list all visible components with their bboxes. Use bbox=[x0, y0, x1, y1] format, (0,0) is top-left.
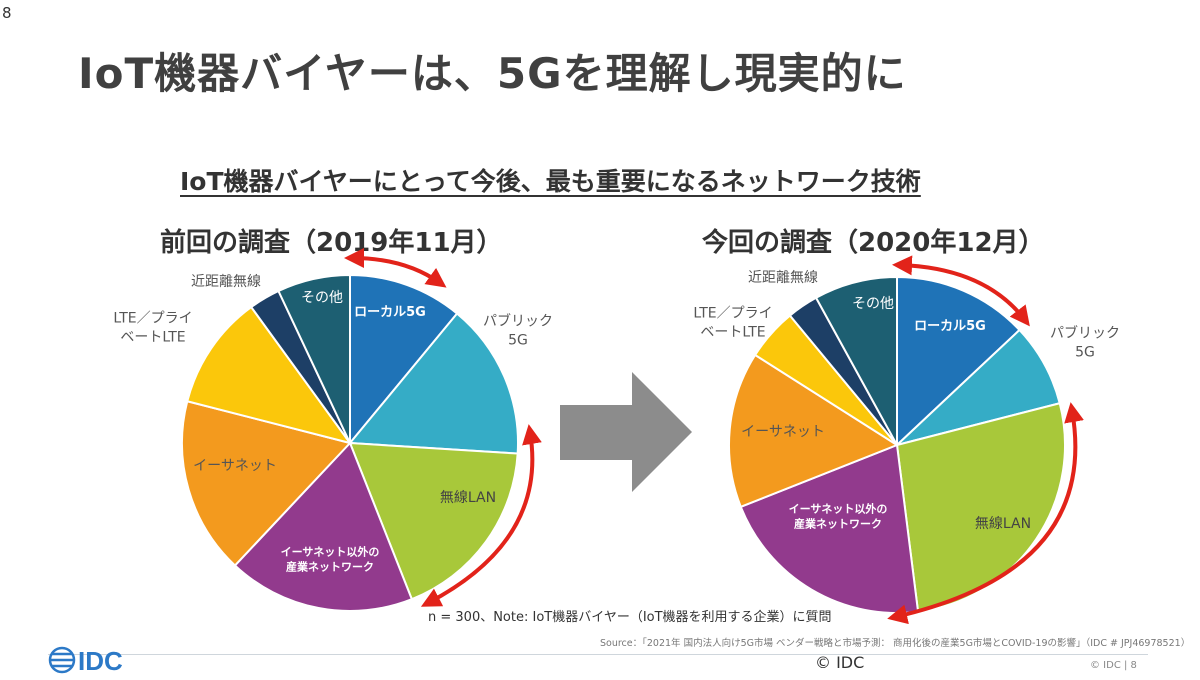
pie-slice-industrial bbox=[233, 441, 414, 612]
slice-label-industrial: イーサネット以外の産業ネットワーク bbox=[789, 502, 888, 531]
slice-label-public5g: パブリック 5G bbox=[483, 313, 553, 349]
copyright: © IDC bbox=[815, 653, 865, 672]
slice-label-wireless_lan: 無線LAN bbox=[975, 516, 1031, 532]
source-text: Source：「2021年 国内法人向け5G市場 ベンダー戦略と市場予測： 商用… bbox=[600, 638, 1191, 649]
slice-label-wireless_lan: 無線LAN bbox=[440, 490, 496, 506]
slice-label-lte: LTE／プライベートLTE bbox=[693, 306, 772, 341]
slice-label-ethernet: イーサネット bbox=[741, 424, 825, 440]
red-arrow-5g-previous bbox=[344, 248, 447, 288]
slice-label-ethernet: イーサネット bbox=[193, 458, 277, 474]
slice-label-other: その他 bbox=[852, 296, 894, 312]
sample-note: n = 300、Note: IoT機器バイヤー（IoT機器を利用する企業）に質問 bbox=[428, 610, 832, 625]
footer-divider bbox=[48, 654, 1148, 655]
slice-label-local5g: ローカル5G bbox=[914, 319, 986, 334]
pie-chart-previous: ローカル5G パブリック 5G 無線LAN イーサネット以外の産業ネットワーク イーサネッ… bbox=[113, 273, 553, 612]
pie-slice-ethernet bbox=[181, 400, 352, 567]
red-arrow-lan-previous bbox=[420, 424, 542, 607]
survey-right-title: 今回の調査（2020年12月） bbox=[702, 228, 1045, 258]
red-arrow-lan-current bbox=[887, 402, 1084, 625]
slice-label-near_field: 近距離無線 bbox=[748, 269, 818, 286]
slice-label-local5g: ローカル5G bbox=[354, 305, 426, 320]
chart-subtitle: IoT機器バイヤーにとって今後、最も重要になるネットワーク技術 bbox=[180, 167, 921, 196]
big-arrow-right bbox=[560, 372, 692, 492]
slice-label-lte: LTE／プライベートLTE bbox=[113, 311, 192, 346]
footer-page-number: © IDC | 8 bbox=[1090, 660, 1137, 671]
slice-label-near_field: 近距離無線 bbox=[191, 273, 261, 290]
page-title: IoT機器バイヤーは、5Gを理解し現実的に bbox=[78, 49, 907, 98]
slice-label-other: その他 bbox=[301, 290, 343, 306]
globe-icon bbox=[48, 646, 76, 674]
slice-label-industrial: イーサネット以外の産業ネットワーク bbox=[281, 545, 380, 574]
slice-label-public5g: パブリック 5G bbox=[1050, 325, 1120, 361]
pie-chart-current: ローカル5G パブリック 5G 無線LAN イーサネット以外の産業ネットワーク イーサネッ… bbox=[693, 269, 1120, 615]
logo-text: IDC bbox=[78, 646, 123, 676]
idc-logo: IDC bbox=[48, 646, 123, 676]
slide-number-top: 8 bbox=[2, 4, 12, 22]
red-arrow-5g-current bbox=[892, 255, 1030, 327]
pie-slice-lte bbox=[186, 305, 353, 445]
pie-slice-ethernet bbox=[728, 353, 900, 509]
